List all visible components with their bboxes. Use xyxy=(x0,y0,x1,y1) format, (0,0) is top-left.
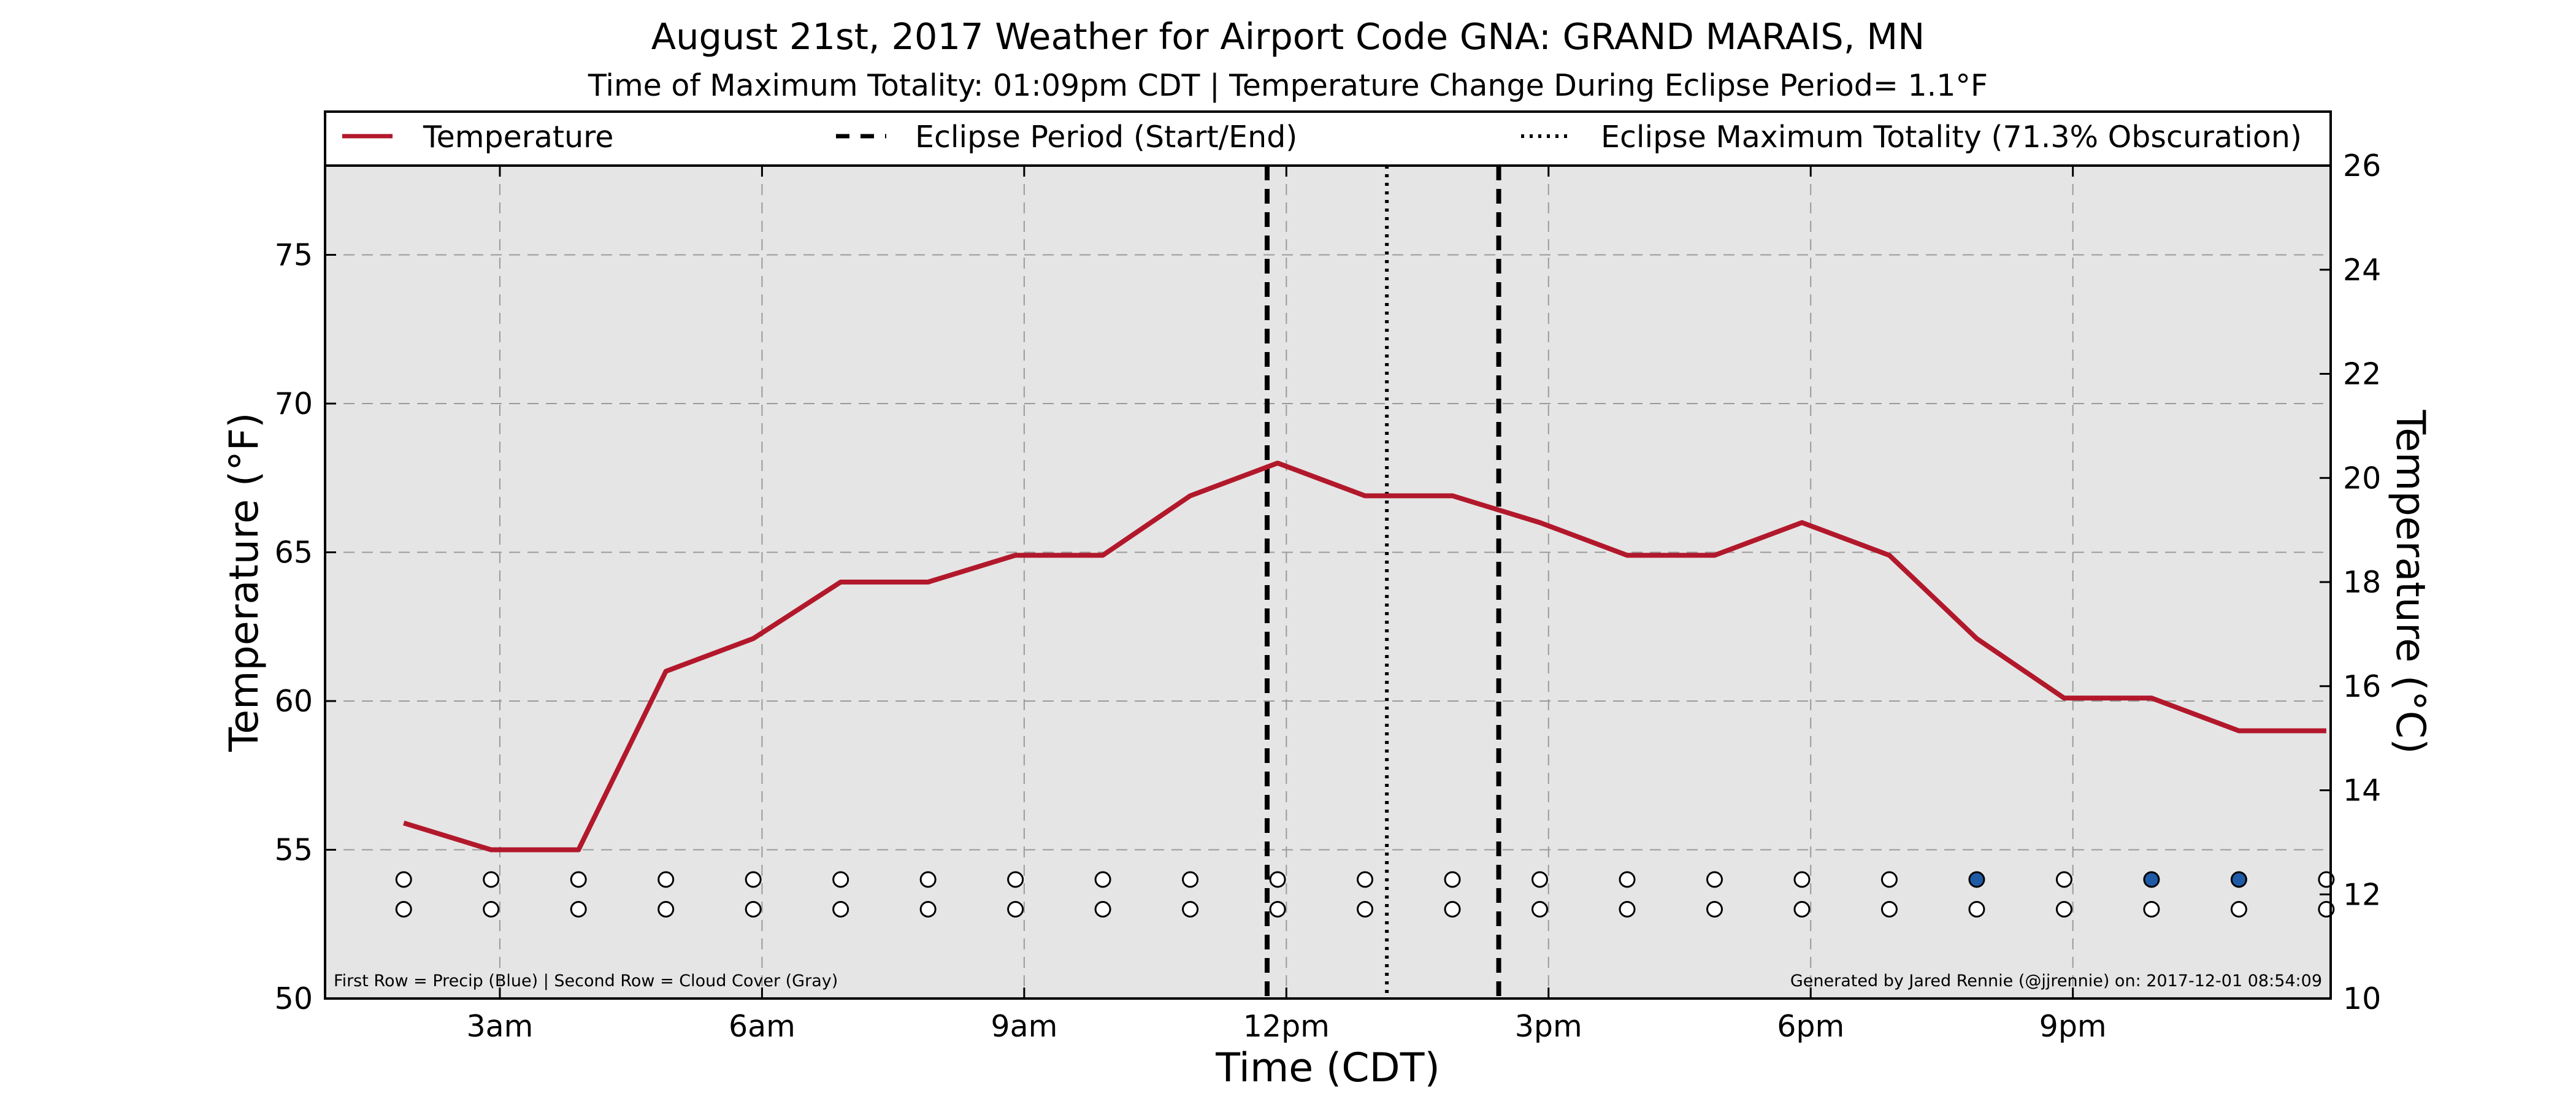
chart-subtitle: Time of Maximum Totality: 01:09pm CDT | … xyxy=(588,68,1988,103)
precip-marker xyxy=(1619,871,1636,888)
y-axis-left: 50 55 60 65 70 75 xyxy=(275,238,336,1016)
cloud-marker xyxy=(395,901,412,918)
y-tick-label-left: 70 xyxy=(275,386,313,421)
y-tick-label-right: 10 xyxy=(2343,981,2381,1016)
y-axis-label-left: Temperature (°F) xyxy=(221,412,267,752)
y-tick-label-left: 65 xyxy=(275,535,313,570)
cloud-marker xyxy=(2143,901,2160,918)
precip-marker xyxy=(1706,871,1723,888)
precip-marker xyxy=(745,871,762,888)
precip-marker xyxy=(2143,871,2160,888)
precip-marker xyxy=(1269,871,1286,888)
x-tick-label: 6pm xyxy=(1777,1009,1844,1044)
y-tick-label-right: 26 xyxy=(2343,148,2381,183)
precip-marker xyxy=(657,871,675,888)
cloud-marker xyxy=(832,901,849,918)
cloud-marker xyxy=(2230,901,2247,918)
series-0 xyxy=(403,461,2326,853)
cloud-marker xyxy=(1706,901,1723,918)
precip-marker xyxy=(1007,871,1024,888)
y-tick-label-right: 18 xyxy=(2343,565,2381,600)
y-tick-label-right: 20 xyxy=(2343,461,2381,496)
precip-marker xyxy=(1793,871,1811,888)
precip-marker xyxy=(1444,871,1461,888)
precip-marker xyxy=(1094,871,1111,888)
footnote-left: First Row = Precip (Blue) | Second Row =… xyxy=(334,972,838,991)
cloud-marker xyxy=(1357,901,1374,918)
cloud-marker xyxy=(1269,901,1286,918)
cloud-marker xyxy=(1793,901,1811,918)
precip-marker xyxy=(2055,871,2072,888)
x-axis-label: Time (CDT) xyxy=(1215,1045,1440,1091)
legend-box xyxy=(324,110,2332,167)
precip-marker xyxy=(1182,871,1199,888)
legend-label-eclipse-max: Eclipse Maximum Totality (71.3% Obscurat… xyxy=(1601,120,2302,155)
precip-marker xyxy=(395,871,412,888)
precip-marker xyxy=(483,871,500,888)
x-tick-label: 3am xyxy=(466,1009,533,1044)
y-tick-label-left: 60 xyxy=(275,684,313,719)
precip-marker xyxy=(570,871,587,888)
series-line xyxy=(403,461,2326,853)
cloud-marker xyxy=(745,901,762,918)
y-tick-label-left: 50 xyxy=(275,981,313,1016)
cloud-marker xyxy=(1094,901,1111,918)
cloud-marker xyxy=(483,901,500,918)
footnote-right: Generated by Jared Rennie (@jjrennie) on… xyxy=(1790,972,2322,991)
legend: Temperature Eclipse Period (Start/End) E… xyxy=(324,110,2332,167)
precip-marker xyxy=(1880,871,1898,888)
precip-marker xyxy=(919,871,937,888)
precip-marker xyxy=(2230,871,2247,888)
x-tick-label: 12pm xyxy=(1243,1009,1330,1044)
cloud-marker xyxy=(1968,901,1985,918)
cloud-marker xyxy=(1007,901,1024,918)
cloud-marker xyxy=(657,901,675,918)
precip-marker xyxy=(1531,871,1549,888)
x-axis: 3am 6am 9am 12pm 3pm 6pm 9pm xyxy=(466,166,2107,1044)
cloud-marker xyxy=(1531,901,1549,918)
x-tick-label: 3pm xyxy=(1515,1009,1582,1044)
series-layer xyxy=(403,461,2326,853)
cloud-marker xyxy=(1619,901,1636,918)
precip-marker xyxy=(1968,871,1985,888)
precip-marker xyxy=(832,871,849,888)
chart-title: August 21st, 2017 Weather for Airport Co… xyxy=(651,15,1925,58)
cloud-marker xyxy=(1444,901,1461,918)
cloud-marker xyxy=(1880,901,1898,918)
y-tick-label-right: 12 xyxy=(2343,877,2381,912)
y-axis-label-right: Temperature (°C) xyxy=(2387,409,2433,754)
cloud-marker xyxy=(919,901,937,918)
y-tick-label-left: 55 xyxy=(275,833,313,868)
y-tick-label-right: 24 xyxy=(2343,253,2381,288)
y-tick-label-right: 14 xyxy=(2343,773,2381,808)
x-tick-label: 6am xyxy=(729,1009,795,1044)
legend-label-temperature: Temperature xyxy=(423,120,613,155)
cloud-marker xyxy=(1182,901,1199,918)
x-tick-label: 9am xyxy=(991,1009,1057,1044)
y-tick-label-left: 75 xyxy=(275,238,313,273)
grid-lines xyxy=(325,166,2331,999)
cloud-marker xyxy=(2055,901,2072,918)
eclipse-lines xyxy=(1264,166,1501,999)
y-tick-label-right: 22 xyxy=(2343,357,2381,392)
x-tick-label: 9pm xyxy=(2039,1009,2107,1044)
y-axis-right: 10 12 14 16 18 20 22 24 26 xyxy=(2320,148,2381,1016)
precip-marker xyxy=(1357,871,1374,888)
cloud-marker xyxy=(570,901,587,918)
legend-label-eclipse-period: Eclipse Period (Start/End) xyxy=(915,120,1297,155)
y-tick-label-right: 16 xyxy=(2343,669,2381,704)
plot-area xyxy=(325,166,2331,999)
